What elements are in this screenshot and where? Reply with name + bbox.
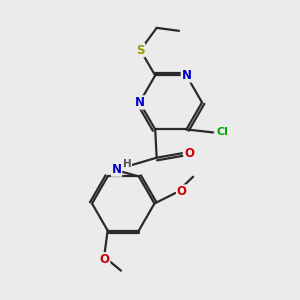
Text: S: S [136,44,145,57]
Text: N: N [182,69,191,82]
Text: N: N [112,163,122,176]
Text: N: N [135,96,145,109]
Text: O: O [184,147,194,160]
Text: O: O [177,185,187,198]
Text: O: O [100,253,110,266]
Text: Cl: Cl [216,128,228,137]
Text: H: H [123,159,131,169]
